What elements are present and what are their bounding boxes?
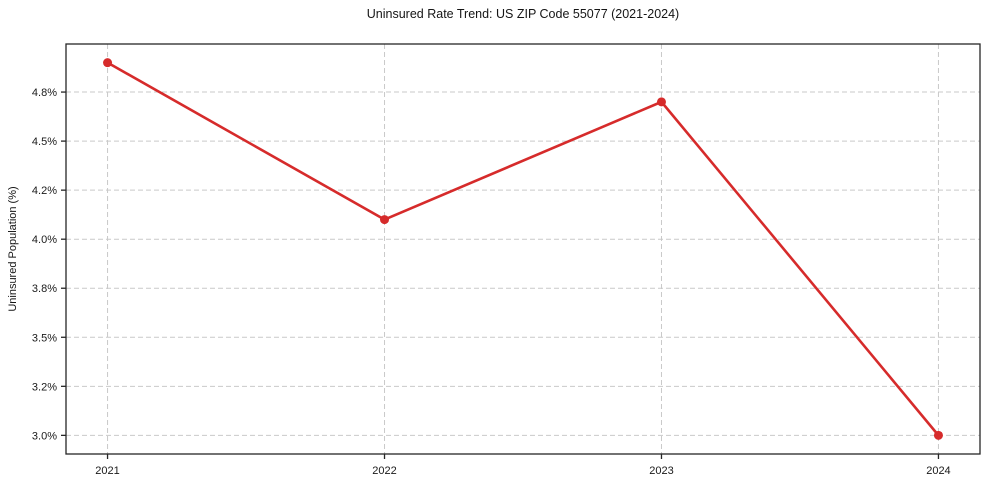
plot-frame [65, 43, 981, 455]
y-tick-label: 4.8% [32, 87, 57, 99]
x-tick-label: 2023 [649, 465, 673, 477]
data-point [103, 58, 113, 68]
data-point [380, 215, 390, 225]
y-tick-label: 3.2% [32, 381, 57, 393]
y-tick-label: 3.0% [32, 430, 57, 442]
y-tick-label: 4.2% [32, 185, 57, 197]
y-tick-label: 3.5% [32, 332, 57, 344]
x-tick-label: 2024 [926, 465, 950, 477]
y-tick-label: 4.0% [32, 234, 57, 246]
x-tick-label: 2022 [372, 465, 396, 477]
chart-title: Uninsured Rate Trend: US ZIP Code 55077 … [366, 7, 680, 21]
data-point [656, 97, 666, 107]
x-tick-label: 2021 [95, 465, 119, 477]
trend-line [106, 61, 940, 437]
data-point [933, 430, 943, 440]
y-tick-label: 4.5% [32, 136, 57, 148]
y-tick-label: 3.8% [32, 283, 57, 295]
